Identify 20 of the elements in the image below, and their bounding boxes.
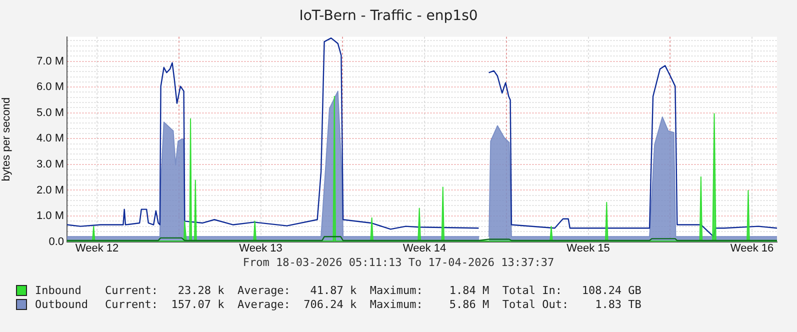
legend-label: Outbound — [35, 298, 89, 310]
y-tick-label: 0.0 — [48, 236, 64, 248]
x-tick-label: Week 12 — [75, 242, 119, 254]
x-tick-label: Week 13 — [239, 242, 282, 254]
y-tick-label: 1.0 M — [36, 210, 64, 222]
x-tick-label: Week 15 — [566, 242, 610, 254]
text: Current: 23.28 k Average: 41.87 k Maximum: 1.84 M Total In: 108.24 GB — [105, 284, 642, 296]
text: From 18-03-2026 05:11:13 To 17-04-2026 13:37:37 — [242, 256, 556, 269]
text: Current: 157.07 k Average: 706.24 k Maximum: 5.86 M Total Out: 1.83 TB — [105, 298, 642, 310]
y-tick-label: 6.0 M — [36, 81, 64, 94]
y-tick-label: 2.0 M — [36, 184, 64, 196]
chart-title: IoT-Bern - Traffic - enp1s0 — [299, 8, 478, 24]
legend-label: Inbound — [35, 284, 82, 296]
y-tick-label: 4.0 M — [36, 132, 64, 145]
y-tick-label: 5.0 M — [36, 106, 64, 119]
y-tick-label: 7.0 M — [36, 55, 64, 68]
y-axis-title: bytes per second — [0, 97, 13, 182]
y-tick-label: 3.0 M — [36, 158, 64, 170]
x-tick-label: Week 14 — [402, 242, 446, 254]
x-tick-label: Week 16 — [730, 242, 774, 254]
